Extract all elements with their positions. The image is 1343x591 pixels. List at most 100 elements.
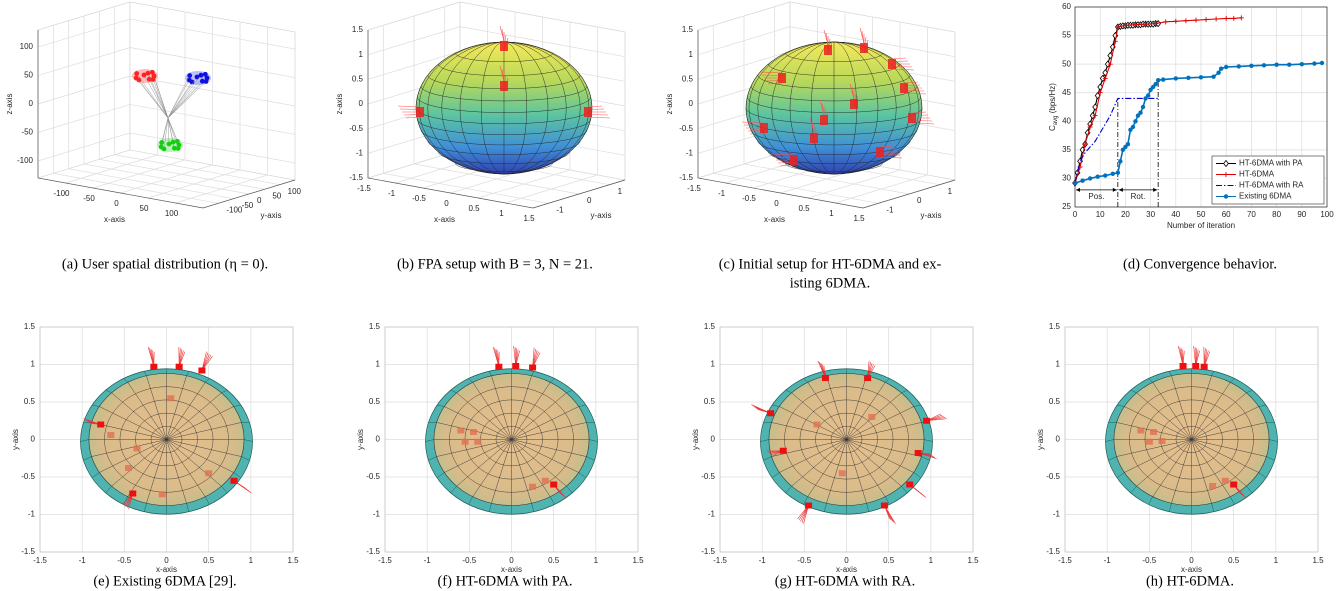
caption: (h) HT-6DMA. [1146,573,1234,589]
user-point [166,141,172,147]
x-tick-label: -1 [759,556,767,565]
antenna-surface [133,445,141,452]
y-tick-label: 1 [618,187,623,196]
antenna-ray [911,111,927,114]
rim-line [550,378,555,383]
mesh-spoke [511,439,579,473]
x-tick-label: 1 [829,209,834,218]
caption: (b) FPA setup with B = 3, N = 21. [397,256,593,272]
user-point [134,71,140,76]
y-tick-label: 0 [257,196,262,205]
y-tick-label: -1 [373,510,381,519]
x-tick-label: -1.5 [1058,556,1072,565]
antenna-surface [230,477,238,484]
x-tick-label: 90 [1297,210,1306,219]
mesh-spoke [779,406,847,440]
user-ray [167,75,190,119]
y-tick-label: -1 [708,510,716,519]
antenna-ray [803,505,809,524]
user-point [149,69,155,75]
mesh-spoke [166,439,242,457]
y-axis-label-part: avg [1053,115,1059,125]
data-point [1299,61,1305,67]
rim-line [578,472,587,479]
rim-line [205,496,210,505]
data-point [1107,61,1113,67]
rim-line [566,486,573,494]
rim-line [105,389,112,394]
y-tick-label: 0 [31,435,36,444]
user-point [145,70,151,76]
x-tick-label: 1.5 [1312,556,1324,565]
caption: (f) HT-6DMA with PA. [437,573,572,589]
x-tick-label: 0.5 [798,204,810,213]
antenna-surface [778,73,786,83]
mesh-spoke [1191,406,1259,440]
axes-box [1074,6,1328,208]
rim-line [763,456,772,461]
mesh-spoke [491,375,512,440]
grid-line [37,47,296,78]
antenna-surface [906,481,914,488]
z-tick-label: -1.5 [679,173,693,182]
y-tick-label: 1.5 [369,322,381,331]
x-tick-label: -50 [83,194,95,203]
antenna-surface [914,450,922,456]
rim-line [578,404,587,407]
antenna-surface [876,147,884,157]
rim-line [123,378,128,383]
grid-line [52,25,219,204]
data-point [1102,75,1108,81]
antenna-surface [500,41,508,51]
mesh-spoke [807,439,847,497]
mesh-spoke [846,439,886,497]
y-tick-label: 60 [1062,2,1071,11]
mesh-spoke [111,439,167,487]
antenna-surface [125,465,133,471]
mesh-spoke [1191,392,1247,440]
x-tick-label: 1 [499,209,504,218]
x-tick-label: 0 [1189,556,1194,565]
y-tick-label: 30 [1062,174,1071,183]
rim-line [1148,496,1153,505]
mesh-spoke [511,375,532,440]
z-tick-label: -1.5 [349,173,363,182]
data-point [1155,77,1161,83]
rim-line [450,389,457,394]
z-axis-label: z-axis [665,94,674,115]
y-tick-label: 1 [31,360,36,369]
mesh-spoke [1191,439,1267,457]
axes-box [719,326,974,553]
y-tick-label: -1.5 [1046,547,1060,556]
antenna-surface [512,363,520,369]
rim-line [1169,371,1172,376]
x-tick-label: 70 [1247,210,1256,219]
data-point [1110,171,1116,177]
rim-line [901,486,908,494]
antenna-ray [891,57,907,60]
x-tick-label: 0.5 [548,556,560,565]
y-tick-label: 0 [917,196,922,205]
x-tick-label: -1 [1104,556,1112,565]
rim-line [760,439,769,442]
z-tick-label: 0 [29,99,34,108]
mesh-spoke [99,406,167,440]
grid-line [37,132,296,164]
y-axis-label: y-axis [356,429,365,450]
data-point [1183,18,1189,24]
y-tick-label: 1.5 [24,322,36,331]
rim-line [531,503,535,512]
x-tick-label: -0.5 [462,556,476,565]
data-point [1072,180,1078,186]
x-tick-label: -0.5 [797,556,811,565]
data-point [1312,61,1317,66]
user-ray [163,117,169,149]
x-tick-label: -1 [388,189,396,198]
y-tick-label: 1 [1056,360,1061,369]
antenna-ray [201,351,207,371]
axes-box [384,326,639,553]
data-point [1261,63,1267,68]
data-point [1099,74,1106,83]
y-tick-label: -1.5 [701,547,715,556]
